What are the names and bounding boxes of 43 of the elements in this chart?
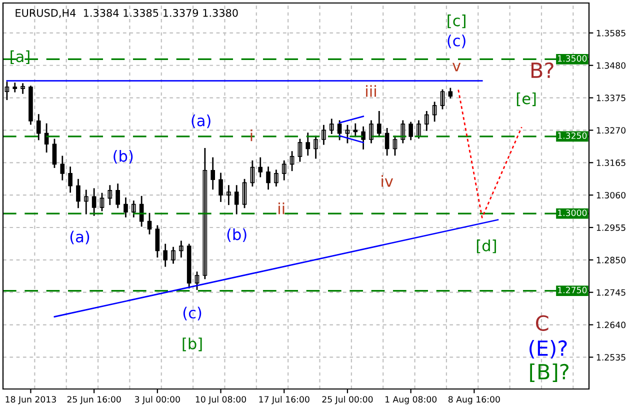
- x-tick-label: 18 Jun 2013: [6, 396, 56, 404]
- annotation: (c): [448, 34, 466, 48]
- y-tick-label: 1.3585: [596, 30, 626, 36]
- ref-line-label: 1.3500: [558, 55, 587, 62]
- y-tick-label: 1.3375: [596, 94, 626, 102]
- x-tick-label: 17 Jul 16:00: [259, 396, 310, 404]
- annotation: iv: [382, 175, 394, 187]
- annotation: (b): [227, 228, 246, 242]
- y-tick-label: 1.2850: [596, 256, 626, 264]
- annotation: v: [452, 62, 461, 72]
- x-tick-label: 8 Aug 16:00: [448, 396, 500, 404]
- y-tick-label: 1.2535: [596, 354, 626, 361]
- annotation: (E)?: [530, 340, 567, 359]
- x-tick-label: 25 Jun 16:00: [67, 396, 121, 404]
- annotation: (b): [114, 150, 133, 164]
- annotation: (c): [183, 306, 202, 320]
- annotation: [b]: [182, 338, 202, 352]
- y-tick-label: 1.3060: [596, 192, 626, 198]
- annotation: iii: [366, 85, 376, 97]
- y-tick-label: 1.3270: [596, 127, 626, 134]
- annotation: B?: [531, 62, 554, 78]
- y-tick-label: 1.2955: [596, 224, 626, 231]
- x-tick-label: 10 Jul 08:00: [196, 396, 246, 404]
- x-tick-label: 1 Aug 08:00: [385, 396, 437, 404]
- y-tick-label: 1.3165: [596, 160, 626, 166]
- annotation: [e]: [516, 92, 536, 106]
- annotation: ii: [278, 202, 284, 214]
- annotation: (a): [70, 230, 90, 244]
- annotation: [d]: [476, 240, 496, 254]
- annotation: [c]: [448, 14, 466, 28]
- y-tick-label: 1.3480: [596, 62, 626, 69]
- text: EURUSD,H4 1.3384 1.3385 1.3379 1.3380: [16, 8, 238, 18]
- y-tick-label: 1.2745: [596, 289, 626, 296]
- annotation: [B]?: [530, 363, 568, 382]
- annotation: C: [536, 315, 548, 331]
- ref-line-label: 1.3000: [558, 210, 587, 216]
- ref-line-label: 1.3250: [558, 132, 587, 139]
- y-tick-label: 1.2640: [596, 322, 626, 328]
- x-tick-label: 3 Jul 00:00: [134, 396, 180, 404]
- x-tick-label: 25 Jul 00:00: [322, 396, 373, 404]
- ref-line-label: 1.2750: [558, 286, 587, 294]
- annotation: (a): [192, 114, 210, 128]
- annotation: i: [250, 130, 252, 142]
